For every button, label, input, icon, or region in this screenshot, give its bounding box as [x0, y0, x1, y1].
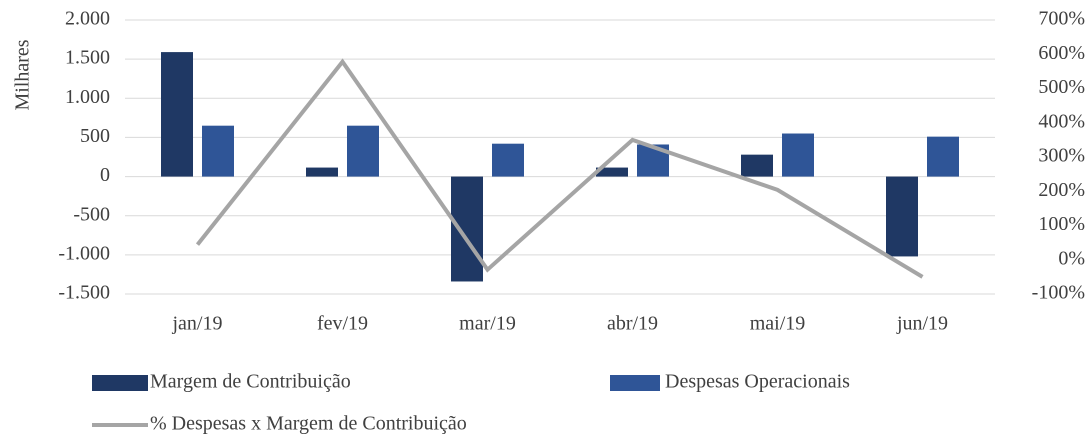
x-tick-label: jan/19: [172, 313, 223, 335]
bar: [596, 167, 628, 177]
bar: [202, 125, 234, 177]
line: [195, 58, 924, 279]
x-tick-label: mar/19: [459, 313, 516, 335]
y-tick-label: -1.000: [58, 242, 110, 264]
y-tick-label: -1.500: [58, 282, 110, 304]
y-tick-label: 2.000: [65, 8, 110, 30]
x-tick-label: abr/19: [607, 313, 658, 335]
y-tick-label: 500: [80, 125, 110, 147]
y-axis-label: Milhares: [12, 39, 34, 110]
y2-tick-label: 400%: [1038, 110, 1085, 132]
y2-tick-label: 200%: [1038, 179, 1085, 201]
bar: [492, 143, 524, 177]
y2-tick-label: 500%: [1038, 76, 1085, 98]
y2-tick-label: 300%: [1038, 145, 1085, 167]
y-tick-label: 1.000: [65, 86, 110, 108]
bar: [886, 176, 918, 257]
x-tick-label: mai/19: [750, 313, 806, 335]
bar: [782, 133, 814, 177]
x-tick-label: fev/19: [317, 313, 368, 335]
x-tick-label: jun/19: [896, 313, 948, 335]
y2-tick-label: -100%: [1032, 282, 1085, 304]
legend-swatch: [92, 375, 148, 391]
bar: [347, 125, 379, 177]
legend-swatch: [610, 375, 660, 391]
legend-label: Margem de Contribuição: [150, 371, 351, 393]
bar: [306, 167, 338, 177]
y-tick-label: 1.500: [65, 47, 110, 69]
legend-label: Despesas Operacionais: [665, 371, 850, 393]
y-tick-label: -500: [73, 203, 110, 225]
y2-tick-label: 100%: [1038, 213, 1085, 235]
y2-tick-label: 600%: [1038, 42, 1085, 64]
y2-tick-label: 0%: [1058, 247, 1085, 269]
bar: [451, 176, 483, 282]
bar: [741, 154, 773, 177]
bar: [927, 136, 959, 177]
y-tick-label: 0: [100, 164, 110, 186]
legend-label: % Despesas x Margem de Contribuição: [150, 413, 467, 435]
bar: [161, 52, 193, 177]
y2-tick-label: 700%: [1038, 8, 1085, 30]
